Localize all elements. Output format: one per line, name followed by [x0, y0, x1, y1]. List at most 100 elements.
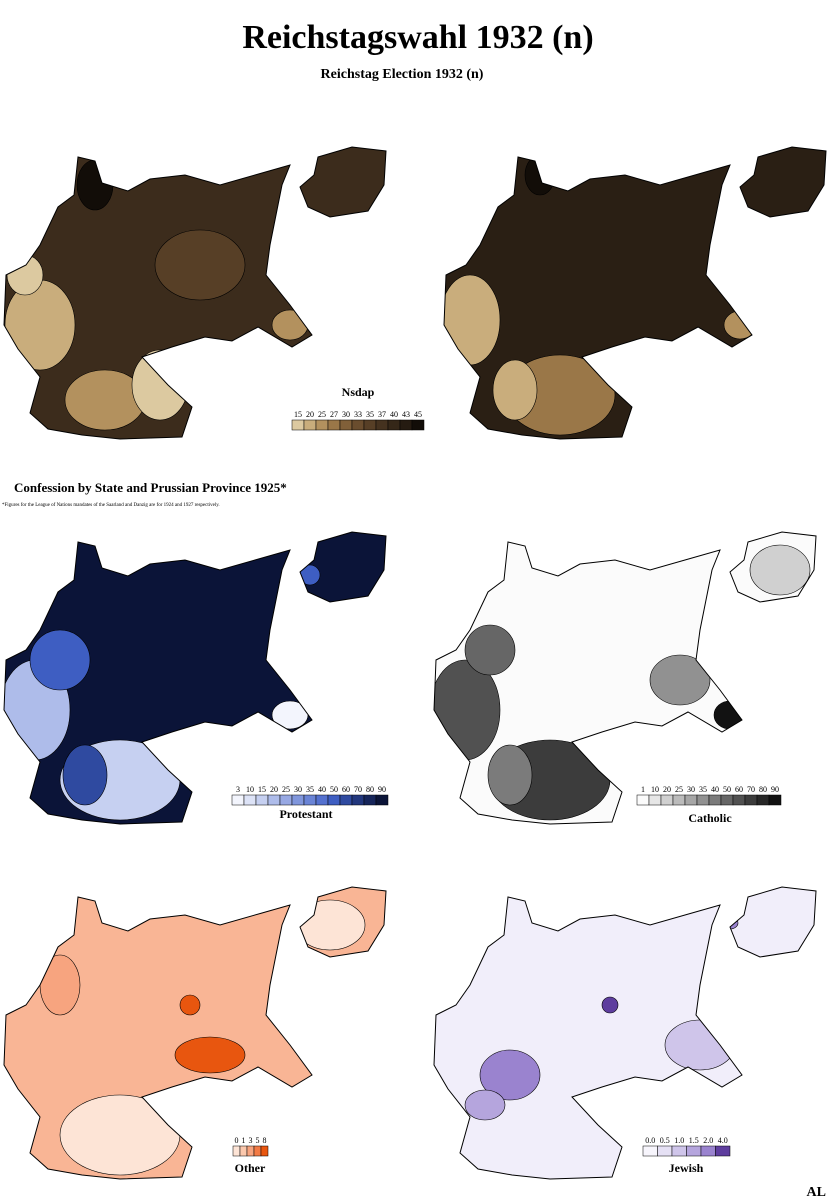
- legend-swatch: [291, 794, 305, 806]
- legend-swatch: [642, 1145, 658, 1157]
- region: [664, 1019, 736, 1071]
- legend-swatch: [363, 794, 377, 806]
- legend-swatch: [684, 794, 698, 806]
- legend-swatch: [327, 419, 341, 431]
- region: [444, 274, 501, 366]
- legend-swatch: [411, 419, 425, 431]
- signature: AL: [807, 1185, 826, 1200]
- legend: Protestant 3 10 15 20 25 30 35 40 50 60 70 80 90: [231, 785, 389, 821]
- legend-label: 60: [735, 785, 743, 794]
- title: Reichstagswahl 1932 (n): [242, 19, 593, 56]
- region: [492, 359, 538, 421]
- legend-swatch: [232, 1145, 241, 1157]
- legend-label: 35: [366, 410, 374, 419]
- region: [713, 700, 747, 730]
- region: [299, 564, 321, 586]
- legend-label: 3: [236, 785, 240, 794]
- legend-label: 1.5: [689, 1136, 699, 1145]
- legend-swatch: [671, 1145, 687, 1157]
- legend-swatch: [636, 794, 650, 806]
- region: [4, 279, 76, 371]
- legend-swatch: [744, 794, 758, 806]
- region: [524, 154, 556, 196]
- legend-label: 10: [246, 785, 254, 794]
- legend-swatch: [756, 794, 770, 806]
- legend-title: Catholic: [688, 811, 732, 825]
- legend-swatch: [375, 419, 389, 431]
- legend-swatch: [648, 794, 662, 806]
- legend-label: 2.0: [703, 1136, 713, 1145]
- legend-swatch: [339, 419, 353, 431]
- legend-label: 8: [263, 1136, 267, 1145]
- legend: Jewish 0.0 0.5 1.0 1.5 2.0 4.0: [642, 1136, 731, 1175]
- legend-swatch: [315, 419, 329, 431]
- region: [131, 349, 189, 421]
- legend-label: 5: [256, 1136, 260, 1145]
- legend-label: 0.5: [660, 1136, 670, 1145]
- legend-label: 15: [294, 410, 302, 419]
- legend-swatch: [231, 794, 245, 806]
- border: [3, 886, 387, 1180]
- map: [3, 531, 387, 825]
- region: [434, 897, 742, 1179]
- region: [730, 887, 816, 957]
- region: [6, 254, 44, 296]
- legend-label: 25: [675, 785, 683, 794]
- region: [294, 899, 366, 951]
- legend-swatch: [708, 794, 722, 806]
- border: [3, 531, 387, 825]
- legend-swatch: [239, 1145, 248, 1157]
- legend-label: 0: [235, 1136, 239, 1145]
- region: [479, 1049, 541, 1101]
- legend-swatch: [327, 794, 341, 806]
- legend: Nsdap 15 20 25 27 30 33 35 37 40 43 45: [291, 385, 425, 431]
- legend-swatch: [243, 794, 257, 806]
- legend-label: 35: [306, 785, 314, 794]
- legend-label: 0.0: [645, 1136, 655, 1145]
- legend-swatch: [303, 419, 317, 431]
- legend-swatch: [387, 419, 401, 431]
- legend-label: 80: [759, 785, 767, 794]
- legend-label: 20: [270, 785, 278, 794]
- legend-title: Jewish: [669, 1161, 704, 1175]
- legend-swatch: [375, 794, 389, 806]
- legend-swatch: [339, 794, 353, 806]
- legend-label: 70: [354, 785, 362, 794]
- region: [487, 744, 533, 806]
- border: [433, 531, 817, 825]
- legend-label: 30: [294, 785, 302, 794]
- region: [154, 229, 246, 301]
- region: [749, 544, 811, 596]
- legend-label: 33: [354, 410, 362, 419]
- legend-swatch: [686, 1145, 702, 1157]
- legend-label: 15: [258, 785, 266, 794]
- legend-label: 43: [402, 410, 410, 419]
- legend-title: Other: [235, 1161, 266, 1175]
- region: [464, 624, 516, 676]
- legend-swatch: [657, 1145, 673, 1157]
- legend-swatch: [672, 794, 686, 806]
- legend-label: 1.0: [674, 1136, 684, 1145]
- region: [300, 532, 386, 602]
- legend-swatch: [246, 1145, 255, 1157]
- legend-label: 40: [711, 785, 719, 794]
- legend-swatch: [253, 1145, 262, 1157]
- map: [433, 886, 817, 1180]
- legend-label: 10: [651, 785, 659, 794]
- legend-swatch: [715, 1145, 731, 1157]
- legend-swatch: [279, 794, 293, 806]
- legend-swatch: [660, 794, 674, 806]
- legend-title: Protestant: [279, 807, 332, 821]
- legend-swatch: [303, 794, 317, 806]
- legend-label: 25: [282, 785, 290, 794]
- legend-swatch: [399, 419, 413, 431]
- region: [601, 996, 619, 1014]
- region: [271, 309, 309, 341]
- legend-label: 4.0: [718, 1136, 728, 1145]
- legend-label: 40: [390, 410, 398, 419]
- legend-label: 50: [330, 785, 338, 794]
- legend-label: 70: [747, 785, 755, 794]
- legend-label: 80: [366, 785, 374, 794]
- region: [723, 310, 757, 340]
